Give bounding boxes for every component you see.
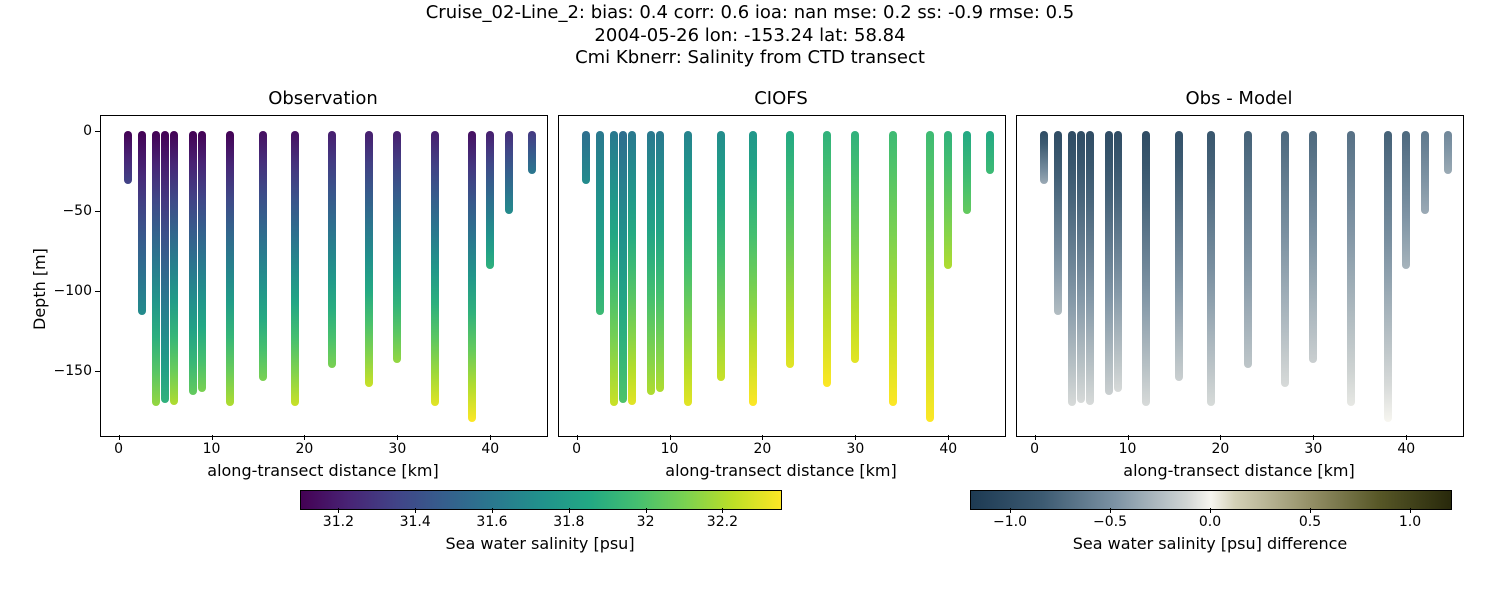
colorbar-tick-label: 32.2 (707, 514, 738, 530)
profile-bar (963, 131, 971, 214)
profile-bar (786, 131, 794, 368)
x-tick-label: 10 (203, 441, 221, 457)
profile-bar (291, 131, 299, 406)
x-axis-label: along-transect distance [km] (558, 461, 1004, 480)
x-tick-label: 30 (388, 441, 406, 457)
title-line-2: 2004-05-26 lon: -153.24 lat: 58.84 (0, 25, 1500, 48)
y-tick-label: −50 (42, 203, 92, 219)
profile-bar (170, 131, 178, 405)
profile-bar (944, 131, 952, 269)
profile-bar (656, 131, 664, 392)
x-axis-label: along-transect distance [km] (1016, 461, 1462, 480)
profile-bar (528, 131, 536, 174)
profile-bar (619, 131, 627, 403)
profile-bar (1114, 131, 1122, 392)
title-line-3: Cmi Kbnerr: Salinity from CTD transect (0, 47, 1500, 70)
profile-bar (365, 131, 373, 387)
colorbar-tick-label: 31.8 (553, 514, 584, 530)
profile-bar (823, 131, 831, 387)
profile-bar (986, 131, 994, 174)
profile-bar (138, 131, 146, 315)
x-tick-label: 40 (481, 441, 499, 457)
profile-bar (1077, 131, 1085, 403)
profile-bar (717, 131, 725, 381)
y-tick-label: −100 (42, 283, 92, 299)
x-tick-label: 0 (1030, 441, 1039, 457)
figure-title: Cruise_02-Line_2: bias: 0.4 corr: 0.6 io… (0, 2, 1500, 70)
profile-bar (610, 131, 618, 406)
profile-bar (1402, 131, 1410, 269)
colorbar-tick-label: 1.0 (1399, 514, 1421, 530)
colorbar-tick-label: 31.2 (323, 514, 354, 530)
profile-bar (259, 131, 267, 381)
x-tick-label: 0 (114, 441, 123, 457)
panel-title: CIOFS (558, 88, 1004, 109)
x-tick-label: 0 (572, 441, 581, 457)
x-tick-label: 10 (661, 441, 679, 457)
profile-bar (189, 131, 197, 395)
profile-bar (596, 131, 604, 315)
colorbar-label: Sea water salinity [psu] difference (970, 534, 1450, 553)
profile-bar (582, 131, 590, 184)
profile-bar (1054, 131, 1062, 315)
x-tick-label: 10 (1119, 441, 1137, 457)
profile-bar (1175, 131, 1183, 381)
colorbar-tick-label: 32 (637, 514, 655, 530)
profile-bar (431, 131, 439, 406)
colorbar (970, 490, 1452, 510)
x-tick-label: 30 (846, 441, 864, 457)
profile-bar (1281, 131, 1289, 387)
y-tick-label: −150 (42, 363, 92, 379)
profile-bar (1105, 131, 1113, 395)
profile-bar (486, 131, 494, 269)
profile-bar (328, 131, 336, 368)
colorbar-tick-label: −1.0 (993, 514, 1027, 530)
profile-bar (926, 131, 934, 422)
profile-bar (628, 131, 636, 405)
colorbar-tick-label: 31.4 (400, 514, 431, 530)
profile-bar (152, 131, 160, 406)
colorbar-tick-label: 0.0 (1199, 514, 1221, 530)
colorbar-tick-label: 31.6 (476, 514, 507, 530)
profile-bar (1068, 131, 1076, 406)
profile-bar (749, 131, 757, 406)
x-tick-label: 20 (1211, 441, 1229, 457)
profile-bar (505, 131, 513, 214)
profile-bar (468, 131, 476, 422)
profile-bar (1142, 131, 1150, 406)
profile-bar (889, 131, 897, 406)
profile-bar (1086, 131, 1094, 405)
x-tick-label: 20 (753, 441, 771, 457)
profile-bar (1244, 131, 1252, 368)
profile-bar (647, 131, 655, 395)
profile-bar (161, 131, 169, 403)
profile-bar (1309, 131, 1317, 363)
panel-title: Obs - Model (1016, 88, 1462, 109)
colorbar-tick-label: −0.5 (1093, 514, 1127, 530)
x-tick-label: 40 (1397, 441, 1415, 457)
profile-bar (124, 131, 132, 184)
colorbar (300, 490, 782, 510)
profile-bar (1421, 131, 1429, 214)
y-tick-label: 0 (42, 123, 92, 139)
title-line-1: Cruise_02-Line_2: bias: 0.4 corr: 0.6 io… (0, 2, 1500, 25)
profile-bar (1444, 131, 1452, 174)
colorbar-tick-label: 0.5 (1299, 514, 1321, 530)
panel-title: Observation (100, 88, 546, 109)
profile-bar (226, 131, 234, 406)
figure: Cruise_02-Line_2: bias: 0.4 corr: 0.6 io… (0, 0, 1500, 600)
profile-bar (1347, 131, 1355, 406)
profile-bar (684, 131, 692, 406)
colorbar-label: Sea water salinity [psu] (300, 534, 780, 553)
x-tick-label: 30 (1304, 441, 1322, 457)
profile-bar (393, 131, 401, 363)
x-tick-label: 20 (295, 441, 313, 457)
profile-bar (1384, 131, 1392, 422)
x-axis-label: along-transect distance [km] (100, 461, 546, 480)
profile-bar (1040, 131, 1048, 184)
profile-bar (1207, 131, 1215, 406)
x-tick-label: 40 (939, 441, 957, 457)
profile-bar (851, 131, 859, 363)
profile-bar (198, 131, 206, 392)
